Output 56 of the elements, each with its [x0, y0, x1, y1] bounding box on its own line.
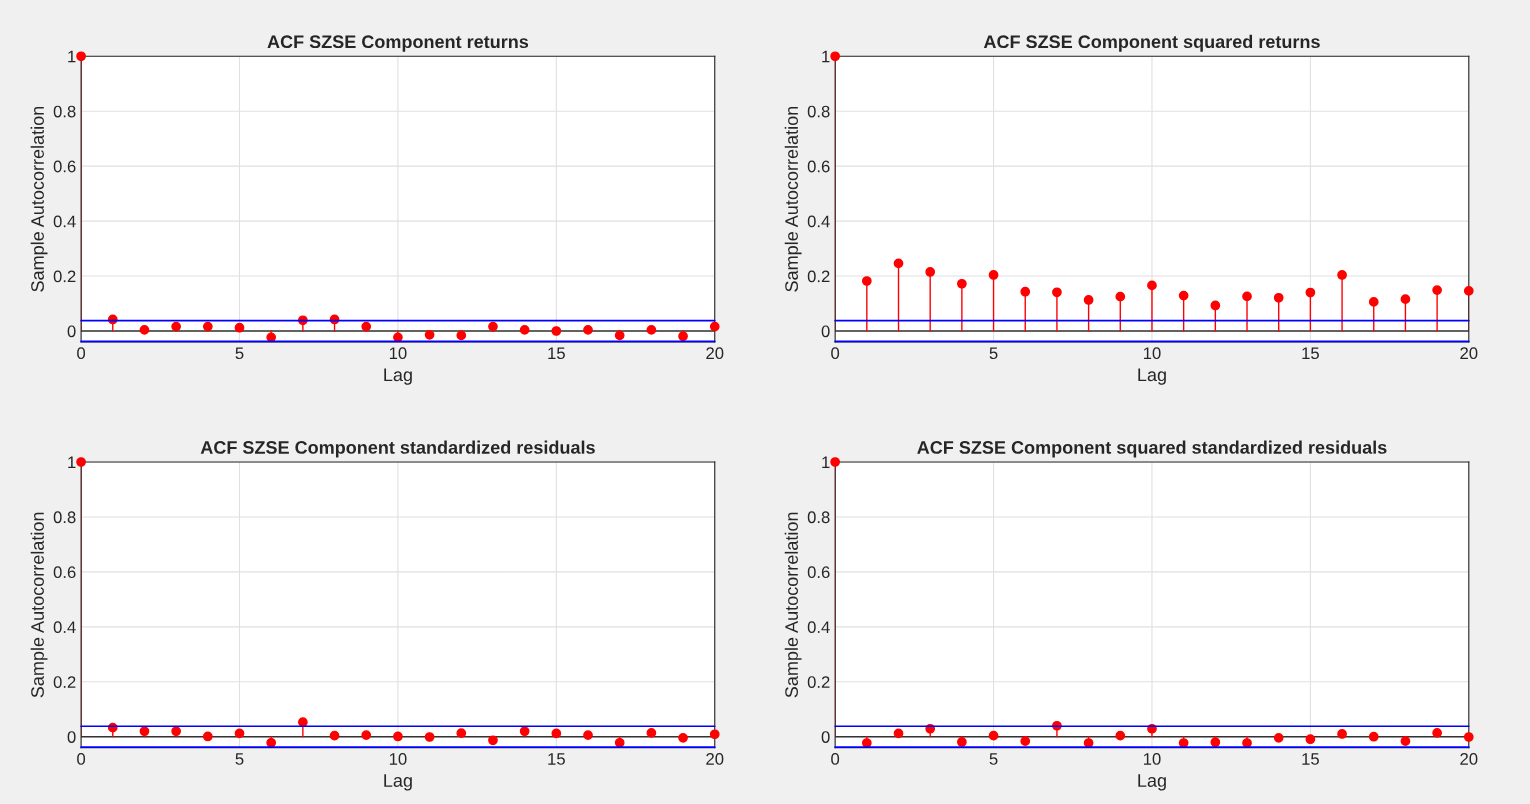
x-axis-title: Lag [1138, 774, 1166, 791]
x-tick-label: 10 [389, 753, 407, 765]
x-tick-label: 20 [706, 347, 724, 360]
y-tick-label: 1 [68, 456, 76, 469]
x-tick-label: 20 [1460, 753, 1478, 765]
y-tick-label: 0.4 [807, 215, 830, 228]
y-tick-label: 0 [67, 731, 76, 743]
y-tick-label: 0.6 [53, 566, 76, 579]
chart-title: ACF SZSE Component standardized residuals [200, 440, 595, 458]
x-axis-title: Lag [384, 368, 412, 385]
x-tick-label: 0 [831, 347, 840, 360]
y-tick-label: 0.8 [53, 511, 76, 524]
chart-title: ACF SZSE Component returns [267, 35, 529, 52]
y-tick-label: 0.2 [53, 676, 76, 688]
x-tick-label: 5 [235, 347, 244, 360]
y-tick-label: 0.6 [53, 160, 76, 173]
x-tick-label: 15 [548, 753, 565, 765]
x-tick-label: 15 [548, 347, 565, 360]
x-tick-label: 5 [989, 753, 998, 765]
y-tick-label: 0 [821, 325, 830, 338]
x-tick-label: 15 [1302, 347, 1319, 360]
y-tick-label: 1 [822, 50, 830, 63]
x-tick-label: 0 [77, 347, 86, 360]
x-axis-title: Lag [384, 774, 412, 791]
y-axis-title: Sample Autocorrelation [30, 106, 48, 292]
chart-title: ACF SZSE Component squared standardized residuals [917, 440, 1387, 458]
x-tick-label: 10 [1143, 347, 1161, 360]
x-tick-label: 15 [1302, 753, 1319, 765]
x-tick-label: 20 [706, 753, 724, 765]
x-tick-label: 20 [1460, 347, 1478, 360]
y-tick-label: 0.8 [807, 105, 830, 118]
x-tick-label: 0 [77, 753, 86, 765]
x-tick-label: 5 [235, 753, 244, 765]
y-tick-label: 0.6 [807, 566, 830, 579]
x-tick-label: 10 [1143, 753, 1161, 765]
y-axis-title: Sample Autocorrelation [784, 512, 802, 698]
y-tick-label: 0.8 [807, 511, 830, 524]
y-tick-label: 0.6 [807, 160, 830, 173]
y-tick-label: 0.4 [53, 215, 76, 228]
y-tick-label: 0.4 [53, 621, 76, 634]
y-tick-label: 1 [822, 456, 830, 469]
y-tick-label: 0.2 [807, 270, 830, 283]
x-tick-label: 0 [831, 753, 840, 765]
y-axis-title: Sample Autocorrelation [30, 512, 48, 698]
y-axis-title: Sample Autocorrelation [784, 106, 802, 292]
y-tick-label: 0.2 [53, 270, 76, 283]
x-tick-label: 10 [389, 347, 407, 360]
y-tick-label: 0.2 [807, 676, 830, 688]
y-tick-label: 0 [821, 731, 830, 743]
y-tick-label: 0.8 [53, 105, 76, 118]
y-tick-label: 0.4 [807, 621, 830, 634]
x-axis-title: Lag [1138, 368, 1166, 385]
chart-title: ACF SZSE Component squared returns [983, 34, 1320, 52]
x-tick-label: 5 [989, 347, 998, 360]
y-tick-label: 0 [67, 325, 76, 338]
y-tick-label: 1 [68, 50, 76, 63]
